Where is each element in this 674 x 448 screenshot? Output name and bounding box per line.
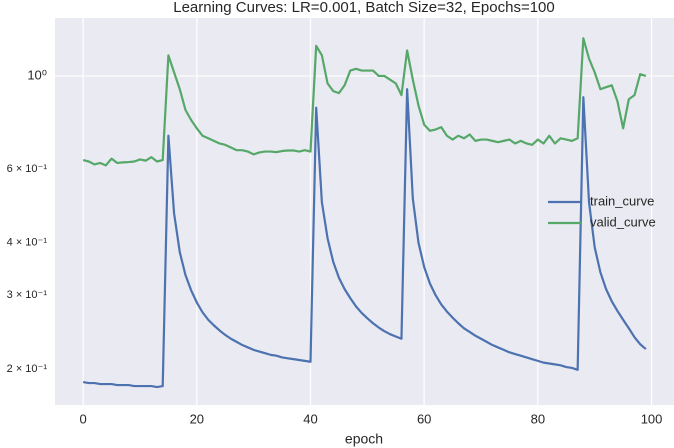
line-series — [82, 88, 647, 389]
y-tick-label: 3 × 10⁻¹ — [7, 289, 48, 301]
marks — [82, 37, 647, 389]
x-axis-label: epoch — [345, 431, 383, 447]
legend-label: valid_curve — [590, 214, 656, 229]
x-tick-label: 60 — [417, 411, 431, 426]
y-tick-label: 4 × 10⁻¹ — [7, 237, 48, 249]
chart-title: Learning Curves: LR=0.001, Batch Size=32… — [173, 0, 555, 16]
x-tick-label: 0 — [80, 411, 87, 426]
x-tick-label: 100 — [641, 411, 663, 426]
x-tick-label: 40 — [303, 411, 317, 426]
y-tick-label: 2 × 10⁻¹ — [7, 363, 48, 375]
plot-area — [55, 18, 674, 405]
x-tick-label: 80 — [531, 411, 545, 426]
x-tick-label: 20 — [190, 411, 204, 426]
legend-label: train_curve — [590, 193, 654, 208]
line-series — [82, 37, 647, 167]
grid — [52, 18, 674, 405]
y-tick-label: 10⁰ — [27, 67, 47, 82]
y-tick-label: 6 × 10⁻¹ — [7, 163, 48, 175]
